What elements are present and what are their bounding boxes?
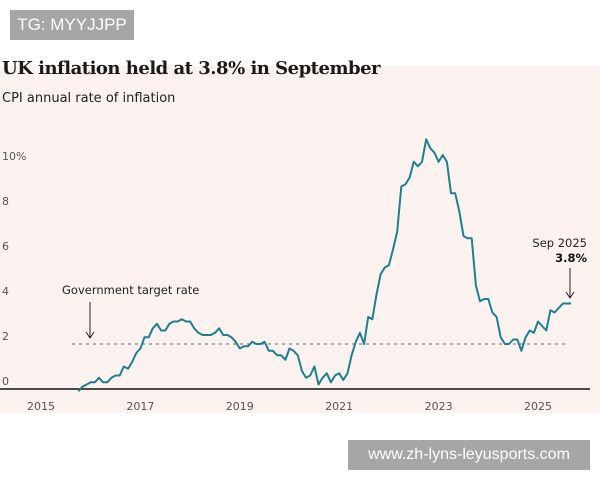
y-tick-label: 8 (2, 195, 9, 208)
end-date-label: Sep 2025 (532, 236, 587, 250)
x-tick-label: 2017 (126, 400, 154, 413)
target-rate-label: Government target rate (62, 283, 199, 297)
end-arrow-icon (565, 268, 575, 299)
watermark-tag: TG: MYYJJPP (10, 10, 134, 40)
x-tick-label: 2019 (226, 400, 254, 413)
end-value-label: 3.8% (555, 251, 587, 265)
chart-panel (0, 66, 600, 413)
y-tick-label: 0 (2, 375, 9, 388)
x-tick-label: 2025 (524, 400, 552, 413)
y-tick-label: 4 (2, 285, 9, 298)
x-tick-label: 2015 (27, 400, 55, 413)
chart-title: UK inflation held at 3.8% in September (2, 58, 381, 79)
y-tick-label: 10% (2, 150, 26, 163)
chart-subtitle: CPI annual rate of inflation (2, 91, 176, 106)
y-tick-label: 2 (2, 330, 9, 343)
target-arrow-icon (85, 302, 95, 339)
y-tick-label: 6 (2, 240, 9, 253)
watermark-site: www.zh-lyns-leyusports.com (348, 440, 590, 470)
x-tick-label: 2021 (325, 400, 353, 413)
x-tick-label: 2023 (425, 400, 453, 413)
cpi-series-line (77, 138, 572, 392)
